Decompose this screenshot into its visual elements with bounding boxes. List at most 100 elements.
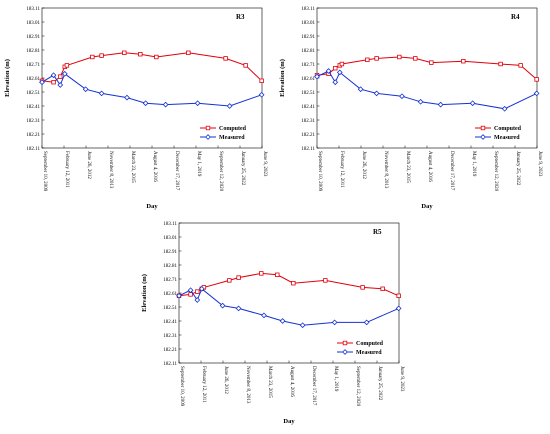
data-point-computed <box>339 61 345 67</box>
legend-label-measured: Measured <box>356 350 382 356</box>
y-tick-label: 182.41 <box>163 320 177 325</box>
y-tick-label: 182.61 <box>26 77 40 82</box>
chart-panel-r4: 182.11 182.21 182.31 182.41 182.51 182.61 182.… <box>275 0 550 215</box>
chart-panel-r5: 182.11 182.21 182.31 182.41 182.51 182.61 182.… <box>137 215 412 429</box>
data-point-measured <box>279 318 286 324</box>
data-point-computed <box>259 271 264 276</box>
data-point-measured <box>363 319 370 326</box>
y-tick-label: 182.31 <box>163 334 177 339</box>
x-tick-label: March 23, 2015 <box>130 151 135 183</box>
x-axis-title: Day <box>146 203 158 210</box>
data-point-measured <box>226 103 233 109</box>
data-point-computed <box>365 57 370 62</box>
x-tick-label: August 4, 2016 <box>152 151 157 182</box>
y-tick-label: 182.21 <box>163 348 177 353</box>
x-axis-title: Day <box>283 418 295 425</box>
x-tick-label: November 8, 2013 <box>383 151 388 189</box>
data-point-computed <box>243 63 248 68</box>
data-point-measured <box>258 91 265 98</box>
x-tick-label: September 10, 2009 <box>42 151 47 192</box>
x-tick-label: June 26, 2012 <box>223 366 228 394</box>
data-point-measured <box>194 297 201 303</box>
x-axis-title: Day <box>421 203 433 210</box>
y-tick-label: 183.11 <box>163 222 177 227</box>
data-point-computed <box>461 59 466 64</box>
data-point-computed <box>51 80 56 85</box>
x-tick-label: December 17, 2017 <box>449 151 454 191</box>
data-point-computed <box>90 54 95 60</box>
data-point-measured <box>469 100 476 107</box>
data-point-measured <box>357 86 364 93</box>
data-point-computed <box>122 50 127 55</box>
x-tick-label: May 1, 2019 <box>333 366 338 392</box>
y-tick-label: 182.41 <box>26 105 40 110</box>
legend-label-computed: Computed <box>494 126 522 132</box>
x-tick-label: September 12, 2020 <box>493 151 498 192</box>
y-tick-label: 183.01 <box>26 21 40 26</box>
x-tick-label: February 12, 2011 <box>339 151 344 188</box>
data-point-measured <box>261 312 267 319</box>
y-tick-label: 182.91 <box>26 35 40 40</box>
data-point-computed <box>227 278 232 283</box>
data-point-measured <box>124 94 130 101</box>
y-tick-label: 182.71 <box>26 63 40 68</box>
legend-marker-measured <box>342 349 348 355</box>
series-line-computed <box>41 52 262 83</box>
legend-label-computed: Computed <box>356 341 384 347</box>
y-tick-label: 183.11 <box>26 7 40 12</box>
data-point-computed <box>223 56 228 61</box>
y-tick-label: 182.91 <box>163 250 177 255</box>
data-point-measured <box>299 322 306 329</box>
y-tick-label: 182.21 <box>26 133 40 138</box>
x-tick-label: May 1, 2019 <box>471 151 476 177</box>
data-point-measured <box>82 86 89 93</box>
x-tick-label: February 12, 2011 <box>64 151 69 188</box>
y-tick-label: 182.31 <box>301 119 315 124</box>
legend-marker-computed <box>205 125 211 131</box>
series-line-measured <box>178 287 399 326</box>
data-point-measured <box>194 100 201 107</box>
data-point-measured <box>501 105 508 112</box>
x-tick-label: May 1, 2019 <box>196 151 201 177</box>
panel-title: R5 <box>373 228 382 236</box>
x-tick-label: February 12, 2011 <box>201 366 206 403</box>
legend-marker-computed <box>342 340 348 346</box>
data-point-computed <box>498 61 503 67</box>
series-line-measured <box>316 70 537 110</box>
series-line-computed <box>316 56 537 80</box>
panel-title: R4 <box>511 13 520 21</box>
data-point-measured <box>325 68 332 74</box>
x-tick-label: September 12, 2020 <box>218 151 223 192</box>
x-tick-label: June 26, 2012 <box>361 151 366 179</box>
y-tick-label: 182.81 <box>26 49 40 54</box>
y-tick-label: 183.01 <box>301 21 315 26</box>
x-tick-label: January 25, 2022 <box>240 151 245 186</box>
y-axis-title: Elevation (m) <box>141 274 148 312</box>
data-point-measured <box>61 70 68 77</box>
data-point-computed <box>413 56 418 61</box>
x-tick-label: January 25, 2022 <box>377 366 382 401</box>
data-point-measured <box>187 287 194 294</box>
data-point-computed <box>534 77 539 82</box>
chart-r5: 182.11 182.21 182.31 182.41 182.51 182.61 182.… <box>141 222 404 425</box>
y-tick-label: 182.81 <box>163 264 177 269</box>
data-point-measured <box>50 72 57 79</box>
y-tick-label: 182.41 <box>301 105 315 110</box>
y-tick-label: 182.61 <box>301 77 315 82</box>
data-point-measured <box>314 73 320 80</box>
data-point-measured <box>142 100 149 107</box>
y-tick-label: 182.51 <box>301 91 315 96</box>
y-tick-label: 182.21 <box>301 133 315 138</box>
data-point-measured <box>533 90 540 97</box>
data-point-measured <box>98 90 105 97</box>
x-tick-label: August 4, 2016 <box>427 151 432 182</box>
data-point-computed <box>195 289 200 294</box>
data-point-measured <box>219 302 226 309</box>
x-tick-label: June 26, 2012 <box>86 151 91 179</box>
x-tick-label: June 9, 2023 <box>399 366 404 392</box>
data-point-computed <box>154 54 159 60</box>
x-tick-label: November 8, 2013 <box>108 151 113 189</box>
y-tick-label: 182.51 <box>26 91 40 96</box>
data-point-measured <box>198 285 205 292</box>
y-tick-label: 182.61 <box>163 292 177 297</box>
